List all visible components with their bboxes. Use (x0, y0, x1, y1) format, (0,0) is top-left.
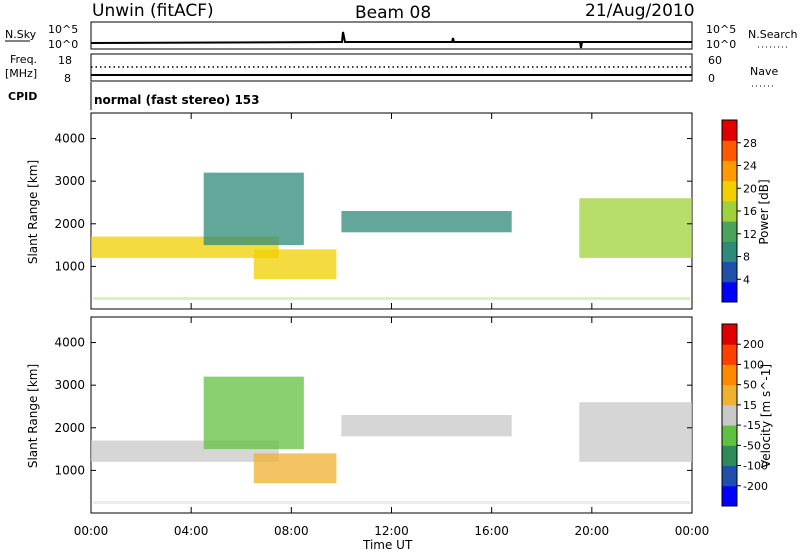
cpid-value: normal (fast stereo) 153 (94, 93, 260, 107)
velocity-y-axis: 1000 2000 3000 4000 (54, 336, 692, 477)
nsky-trace (90, 31, 692, 49)
beam-title: Beam 08 (355, 3, 431, 23)
nsky-tick-top: 10^5 (48, 23, 78, 36)
power-colorbar-label: Power [dB] (757, 179, 771, 244)
nsky-strip: N.Sky 10^5 10^0 10^5 10^0 N.Search (5, 21, 798, 51)
freq-label: Freq. (10, 53, 37, 66)
near-range-scatter (93, 297, 690, 300)
echo-region (203, 172, 304, 246)
colorbar-tick-label: 28 (743, 137, 757, 150)
colorbar-tick-label: -15 (743, 419, 761, 432)
power-y-axis-label: Slant Range [km] (26, 160, 40, 264)
nave-label: Nave (750, 65, 778, 78)
colorbar-segment (722, 384, 737, 406)
colorbar-tick-label: -200 (743, 480, 768, 493)
x-tick-label: 00:00 (74, 524, 109, 538)
velocity-colorbar: 200 100 50 15 -15 -50 -100 -200 (721, 323, 768, 507)
freq-tick-top: 18 (58, 54, 72, 67)
velocity-panel: 1000 2000 3000 4000 Slant Range [km] 200 100… (26, 316, 773, 514)
x-tick-label: 20:00 (575, 524, 610, 538)
y-tick-label: 3000 (54, 174, 85, 188)
x-axis-label: Time UT (362, 538, 413, 552)
freq-strip: Freq. [MHz] 18 8 60 0 Nave (5, 53, 778, 87)
nsearch-label: N.Search (748, 28, 798, 41)
colorbar-tick-label: 50 (743, 379, 757, 392)
colorbar-tick-label: 16 (743, 205, 757, 218)
colorbar-segment (722, 404, 737, 426)
velocity-colorbar-label: Velocity [m s^-1] (759, 364, 773, 468)
echo-region (341, 211, 512, 233)
echo-region (253, 249, 337, 280)
colorbar-segment (722, 140, 737, 161)
x-tick-label: 16:00 (474, 524, 509, 538)
near-range-scatter (93, 501, 690, 504)
y-tick-label: 1000 (54, 463, 85, 477)
power-panel: 1000 2000 3000 4000 Slant Range [km] 4 8 12 16… (26, 112, 771, 310)
colorbar-segment (722, 344, 737, 365)
y-tick-label: 3000 (54, 378, 85, 392)
x-tick-label: 04:00 (174, 524, 209, 538)
x-tick-label: 00:00 (675, 524, 710, 538)
y-tick-label: 4000 (54, 336, 85, 350)
colorbar-segment (722, 200, 737, 222)
colorbar-segment (722, 221, 737, 242)
echo-region (341, 415, 512, 437)
echo-region (579, 402, 692, 462)
colorbar-tick-label: -100 (743, 460, 768, 473)
cpid-label: CPID (8, 90, 37, 103)
nsearch-tick-bottom: 10^0 (706, 38, 736, 51)
colorbar-segment (722, 445, 737, 467)
colorbar-segment (722, 324, 737, 345)
y-tick-label: 2000 (54, 421, 85, 435)
colorbar-tick-label: 24 (743, 160, 757, 173)
colorbar-tick-label: 200 (743, 338, 764, 351)
echo-region (579, 198, 692, 258)
date-title: 21/Aug/2010 (585, 1, 695, 21)
velocity-y-axis-label: Slant Range [km] (26, 364, 40, 468)
time-axis: 00:00 04:00 08:00 12:00 16:00 20:00 00:00 (74, 113, 710, 538)
nave-tick-top: 60 (708, 54, 722, 67)
power-echo-layer (91, 172, 692, 300)
colorbar-segment (722, 281, 737, 303)
nave-tick-bottom: 0 (708, 72, 715, 85)
nsky-frame (90, 21, 693, 50)
echo-region (203, 376, 304, 450)
colorbar-segment (722, 120, 737, 141)
power-y-axis: 1000 2000 3000 4000 (54, 132, 692, 273)
colorbar-segment (722, 180, 737, 202)
colorbar-segment (722, 485, 737, 507)
x-tick-label: 08:00 (274, 524, 309, 538)
colorbar-segment (722, 425, 737, 446)
colorbar-segment (722, 241, 737, 263)
colorbar-segment (722, 364, 737, 386)
colorbar-frame (721, 323, 738, 507)
colorbar-tick-label: -50 (743, 439, 761, 452)
colorbar-tick-label: 100 (743, 358, 764, 371)
x-tick-label: 12:00 (374, 524, 409, 538)
y-tick-label: 1000 (54, 259, 85, 273)
freq-unit: [MHz] (5, 67, 37, 80)
freq-tick-bottom: 8 (64, 72, 71, 85)
echo-region (253, 453, 337, 484)
velocity-echo-layer (91, 376, 692, 504)
power-colorbar: 4 8 12 16 20 24 28 (721, 119, 757, 303)
nsky-tick-bottom: 10^0 (48, 38, 78, 51)
station-title: Unwin (fitACF) (92, 1, 214, 21)
nsearch-tick-top: 10^5 (706, 23, 736, 36)
colorbar-tick-label: 15 (743, 399, 757, 412)
y-tick-label: 4000 (54, 132, 85, 146)
colorbar-tick-label: 12 (743, 228, 757, 241)
y-tick-label: 2000 (54, 217, 85, 231)
nsky-label: N.Sky (5, 28, 37, 41)
colorbar-tick-label: 8 (743, 251, 750, 264)
colorbar-segment (722, 261, 737, 283)
colorbar-tick-label: 20 (743, 182, 757, 195)
colorbar-segment (722, 160, 737, 182)
colorbar-segment (722, 465, 737, 487)
colorbar-tick-label: 4 (743, 273, 750, 286)
